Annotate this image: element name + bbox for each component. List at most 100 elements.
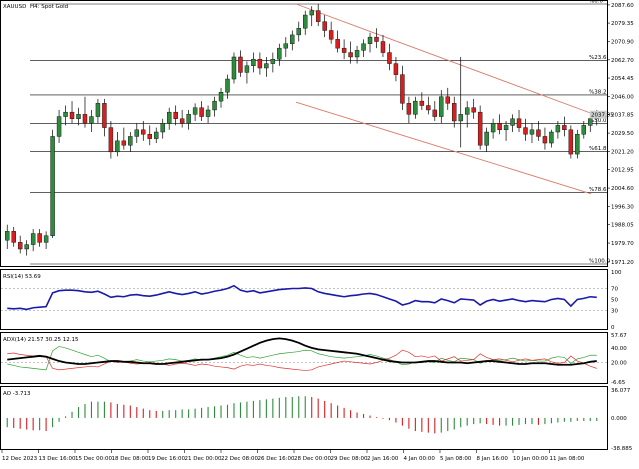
- bear-candle: [328, 30, 334, 40]
- rsi-axis-label: 70: [611, 287, 618, 293]
- bear-candle: [37, 233, 42, 243]
- bear-candle: [477, 111, 483, 146]
- bear-candle: [568, 129, 574, 155]
- price-axis-label: 1979.70: [611, 241, 634, 247]
- ao-pane-border: [0, 386, 608, 450]
- bear-candle: [121, 140, 127, 146]
- ao-axis-label: 0.000: [611, 416, 627, 422]
- bear-candle: [199, 107, 204, 117]
- fib-level-label: %23.6: [589, 55, 607, 61]
- price-axis-label: 2012.95: [611, 168, 634, 174]
- adx-axis-label: 57.67: [611, 333, 627, 339]
- bull-candle: [218, 92, 224, 102]
- bear-candle: [238, 56, 243, 73]
- bear-candle: [426, 105, 431, 111]
- bull-candle: [296, 28, 301, 36]
- price-axis-label: 2054.45: [611, 76, 634, 82]
- bull-candle: [89, 116, 94, 124]
- bear-candle: [445, 96, 450, 104]
- bear-candle: [406, 103, 412, 115]
- time-axis-label: 8 Jan 16:00: [477, 456, 509, 462]
- bear-candle: [387, 52, 392, 64]
- price-axis-label: 2062.70: [611, 58, 634, 64]
- time-axis-label: 19 Dec 16:00: [148, 456, 185, 462]
- bear-candle: [516, 118, 522, 128]
- adx-label: ADX(14) 21.57 30.25 12.15: [3, 337, 79, 343]
- price-pane[interactable]: 2087.60 2079.35 2070.90 2062.70 2054.45 2046.…: [5, 0, 634, 266]
- bear-candle: [341, 47, 347, 53]
- bull-candle: [361, 43, 366, 51]
- bear-candle: [69, 111, 75, 119]
- price-axis-label: 1988.05: [611, 223, 634, 229]
- bull-candle: [367, 36, 373, 44]
- adx-pane[interactable]: 57.67 40.00 20.00 -6.65: [1, 333, 627, 386]
- fib-level-label: %78.6: [589, 187, 607, 193]
- fib-level-label: %0.0: [589, 0, 603, 5]
- bull-candle: [588, 118, 593, 126]
- ao-pane[interactable]: 36.077 0.000 -38.885: [6, 388, 633, 452]
- bear-candle: [102, 103, 107, 128]
- bear-candle: [374, 36, 379, 42]
- bull-candle: [575, 134, 580, 155]
- fib-level-label: %38.2: [589, 89, 606, 95]
- bear-candle: [11, 231, 16, 243]
- time-axis-label: 11 Jan 08:00: [550, 456, 585, 462]
- bull-candle: [354, 50, 360, 58]
- price-axis-label: 1996.30: [611, 204, 634, 210]
- bear-candle: [419, 100, 425, 106]
- bear-candle: [452, 103, 457, 122]
- price-pane-border: [0, 0, 608, 267]
- bear-candle: [497, 122, 502, 131]
- bull-candle: [134, 129, 140, 137]
- price-axis-label: 2087.60: [611, 3, 634, 9]
- bear-candle: [17, 242, 23, 250]
- bull-candle: [24, 244, 29, 250]
- bear-candle: [380, 41, 386, 53]
- time-axis-label: 22 Dec 08:00: [221, 456, 258, 462]
- time-axis: 12 Dec 2023 13 Dec 16:00 15 Dec 00:00 18 De…: [1, 450, 585, 462]
- current-price-tag: 2037.85: [591, 113, 614, 119]
- rsi-axis-label: 100: [611, 270, 622, 276]
- bull-candle: [43, 235, 49, 243]
- bull-candle: [439, 96, 444, 117]
- bull-candle: [458, 114, 463, 122]
- bull-candle: [277, 47, 282, 60]
- bull-candle: [555, 125, 561, 133]
- bull-candle: [186, 114, 191, 124]
- time-axis-label: 2 Jan 16:00: [367, 456, 399, 462]
- price-tag-box: [590, 110, 607, 119]
- price-axis-label: 2029.50: [611, 131, 634, 137]
- adx-axis-label: 40.00: [611, 346, 627, 352]
- rsi-pane[interactable]: 100 70 50 30 0: [1, 270, 622, 331]
- rsi-line: [7, 284, 597, 311]
- bull-candle: [490, 122, 496, 133]
- bull-candle: [225, 78, 230, 93]
- time-axis-label: 28 Dec 00:00: [294, 456, 331, 462]
- bull-candle: [160, 122, 165, 133]
- bull-candle: [290, 34, 295, 44]
- price-axis-label: 2021.20: [611, 149, 634, 155]
- price-axis-label: 2070.90: [611, 40, 634, 46]
- bull-candle: [154, 131, 159, 139]
- bear-candle: [82, 114, 88, 124]
- ao-axis-label: -38.885: [611, 446, 633, 452]
- bull-candle: [270, 58, 276, 64]
- bear-candle: [542, 136, 548, 144]
- bull-candle: [115, 140, 120, 153]
- timeframe-label: H4: Spot Gold: [30, 4, 68, 10]
- fib-level-label: %61.8: [589, 146, 607, 152]
- rsi-axis-label: 0: [611, 325, 615, 331]
- time-axis-label: 12 Dec 2023: [2, 456, 38, 462]
- bull-candle: [50, 136, 55, 236]
- bull-candle: [76, 114, 81, 119]
- bull-candle: [192, 107, 198, 115]
- bear-candle: [173, 111, 178, 119]
- ao-axis-label: 36.077: [611, 388, 631, 394]
- plus-di-line: [7, 346, 597, 371]
- bull-candle: [529, 129, 535, 135]
- bear-candle: [523, 127, 528, 135]
- bull-candle: [128, 136, 133, 146]
- bear-candle: [179, 118, 185, 124]
